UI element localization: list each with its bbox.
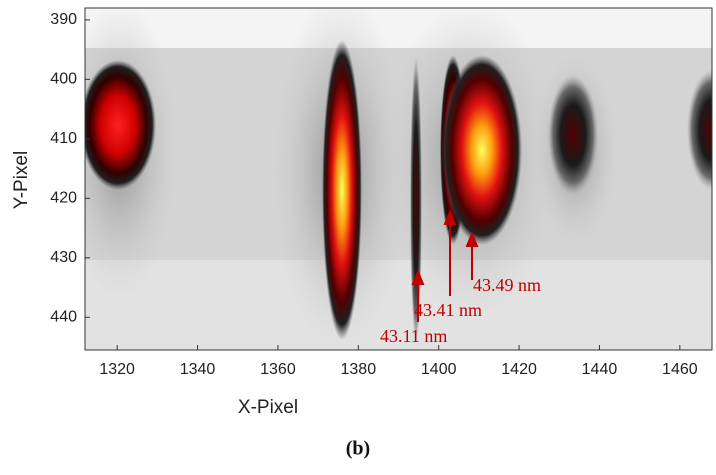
y-tick-label: 440 [50, 309, 77, 326]
x-tick-label: 1460 [662, 361, 698, 378]
x-tick-label: 1400 [421, 361, 457, 378]
x-axis-label: X-Pixel [238, 397, 298, 418]
y-tick-label: 430 [50, 249, 77, 266]
annotation: 43.11 nm [380, 326, 447, 346]
axes: 1320 1340 1360 1380 1400 1420 1440 1460 390 400 41… [50, 11, 697, 378]
y-tick-label: 400 [50, 71, 77, 88]
heatmap-image [85, 8, 712, 350]
x-tick-label: 1360 [260, 361, 296, 378]
y-tick-label: 410 [50, 130, 77, 147]
y-tick-label: 420 [50, 190, 77, 207]
x-tick-label: 1420 [501, 361, 537, 378]
x-tick-label: 1440 [582, 361, 618, 378]
caption: (b) [346, 438, 370, 460]
y-axis-label: Y-Pixel [11, 151, 32, 209]
x-tick-label: 1320 [99, 361, 135, 378]
annotation: 43.41 nm [414, 300, 482, 320]
plot-frame [84, 7, 713, 351]
arrows [411, 209, 479, 322]
x-tick-label: 1380 [341, 361, 377, 378]
x-tick-label: 1340 [180, 361, 216, 378]
annotation: 43.49 nm [473, 275, 541, 295]
y-tick-label: 390 [50, 11, 77, 28]
